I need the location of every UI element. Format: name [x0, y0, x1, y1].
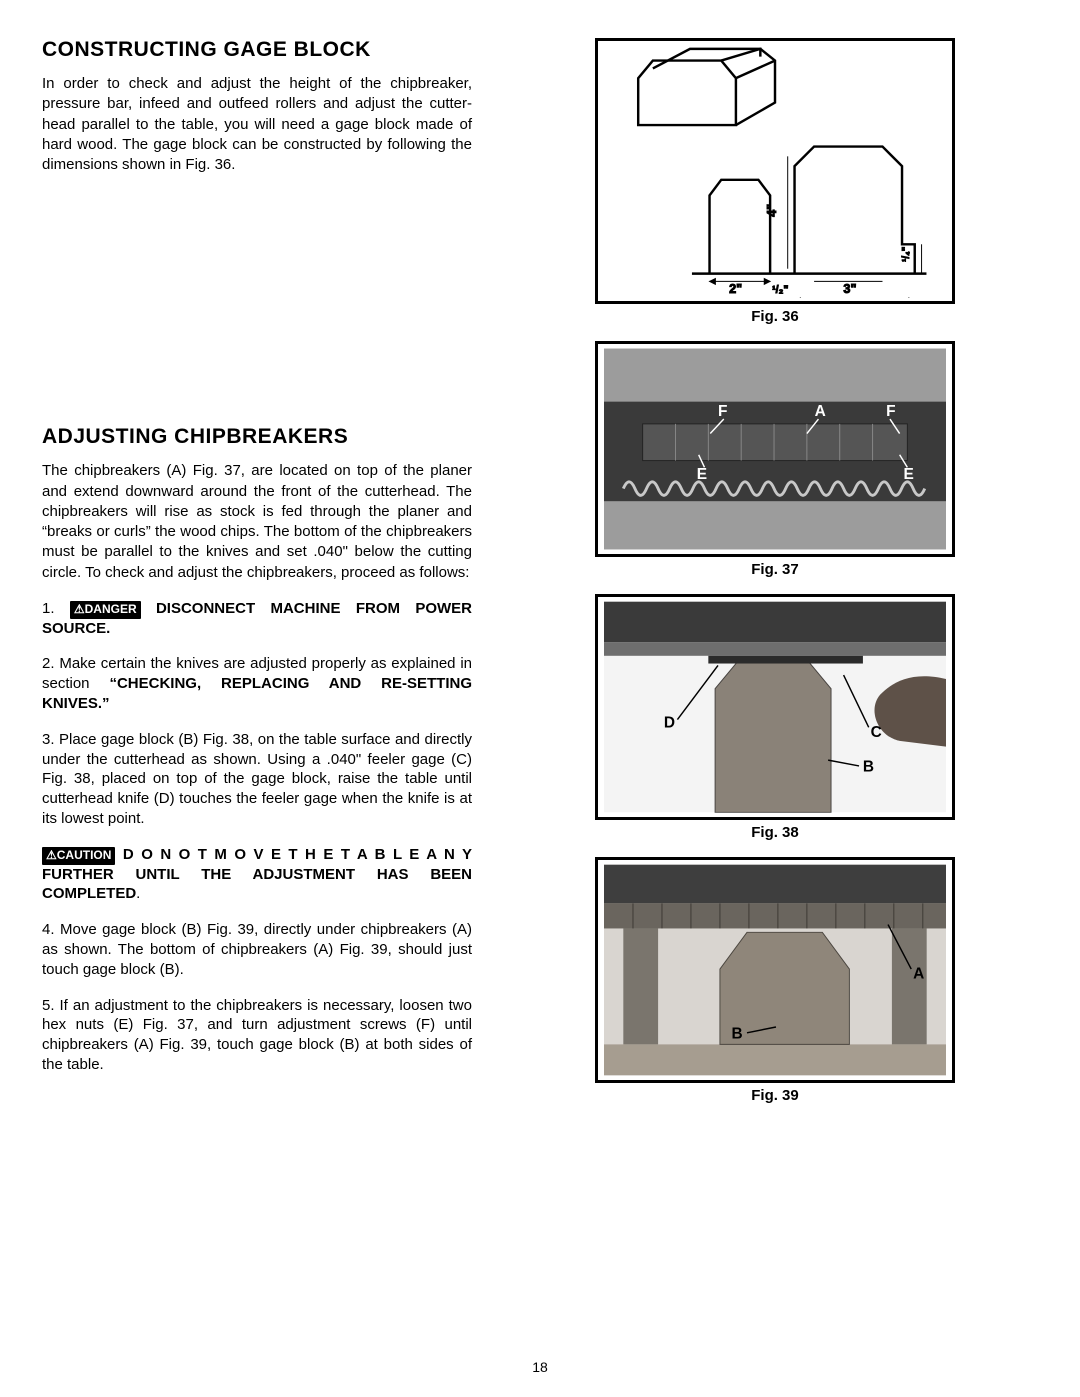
fig37-caption: Fig. 37 — [512, 561, 1038, 578]
figure-39: A B — [595, 857, 955, 1083]
step-3: 3. Place gage block (B) Fig. 38, on the … — [42, 730, 472, 829]
label-D: D — [664, 714, 675, 731]
page-number: 18 — [0, 1359, 1080, 1375]
section2-intro: The chipbreakers (A) Fig. 37, are locate… — [42, 461, 472, 583]
fig37-photo: F A F E E — [604, 345, 946, 553]
label-E-right: E — [903, 466, 913, 483]
figure-36: 2" ¹/₂" 3" 4" 4" ¹/₄" — [595, 38, 955, 304]
step-5: 5. If an adjustment to the chipbreakers … — [42, 996, 472, 1075]
fig38-photo: D C B — [604, 598, 946, 816]
fig36-caption: Fig. 36 — [512, 308, 1038, 325]
figure-37: F A F E E — [595, 341, 955, 557]
right-column: 2" ¹/₂" 3" 4" 4" ¹/₄" — [512, 38, 1038, 1120]
danger-badge: ⚠DANGER — [70, 601, 141, 619]
dim-3in: 3" — [843, 282, 856, 296]
dim-half: ¹/₂" — [772, 284, 788, 296]
fig39-photo: A B — [604, 861, 946, 1079]
label-F-right: F — [886, 403, 895, 420]
caution-badge: ⚠CAUTION — [42, 847, 115, 865]
caution-block: ⚠CAUTION D O N O T M O V E T H E T A B L… — [42, 845, 472, 904]
label-B: B — [863, 759, 874, 776]
label-E-left: E — [697, 466, 707, 483]
label-F-left: F — [718, 403, 727, 420]
page-grid: CONSTRUCTING GAGE BLOCK In order to chec… — [42, 38, 1038, 1120]
step-4: 4. Move gage block (B) Fig. 39, directly… — [42, 920, 472, 979]
figure-38: D C B — [595, 594, 955, 820]
caution-period: . — [136, 885, 140, 902]
dim-4in-h: 4" — [765, 204, 779, 217]
left-column: CONSTRUCTING GAGE BLOCK In order to chec… — [42, 38, 472, 1120]
fig38-caption: Fig. 38 — [512, 824, 1038, 841]
step-2: 2. Make certain the knives are adjusted … — [42, 654, 472, 713]
section1-title: CONSTRUCTING GAGE BLOCK — [42, 38, 472, 62]
step1-num: 1. — [42, 600, 70, 617]
section2-title: ADJUSTING CHIPBREAKERS — [42, 425, 472, 449]
label-A: A — [815, 403, 826, 420]
fig39-caption: Fig. 39 — [512, 1087, 1038, 1104]
step-1: 1. ⚠DANGER DISCONNECT MACHINE FROM POWER… — [42, 599, 472, 639]
label-A39: A — [913, 966, 924, 983]
section1-body: In order to check and adjust the height … — [42, 74, 472, 175]
label-C: C — [871, 724, 882, 741]
label-B39: B — [732, 1026, 743, 1043]
dim-quarter: ¹/₄" — [901, 247, 912, 262]
dim-2in: 2" — [729, 282, 742, 296]
gage-block-diagram: 2" ¹/₂" 3" 4" 4" ¹/₄" — [604, 44, 946, 298]
